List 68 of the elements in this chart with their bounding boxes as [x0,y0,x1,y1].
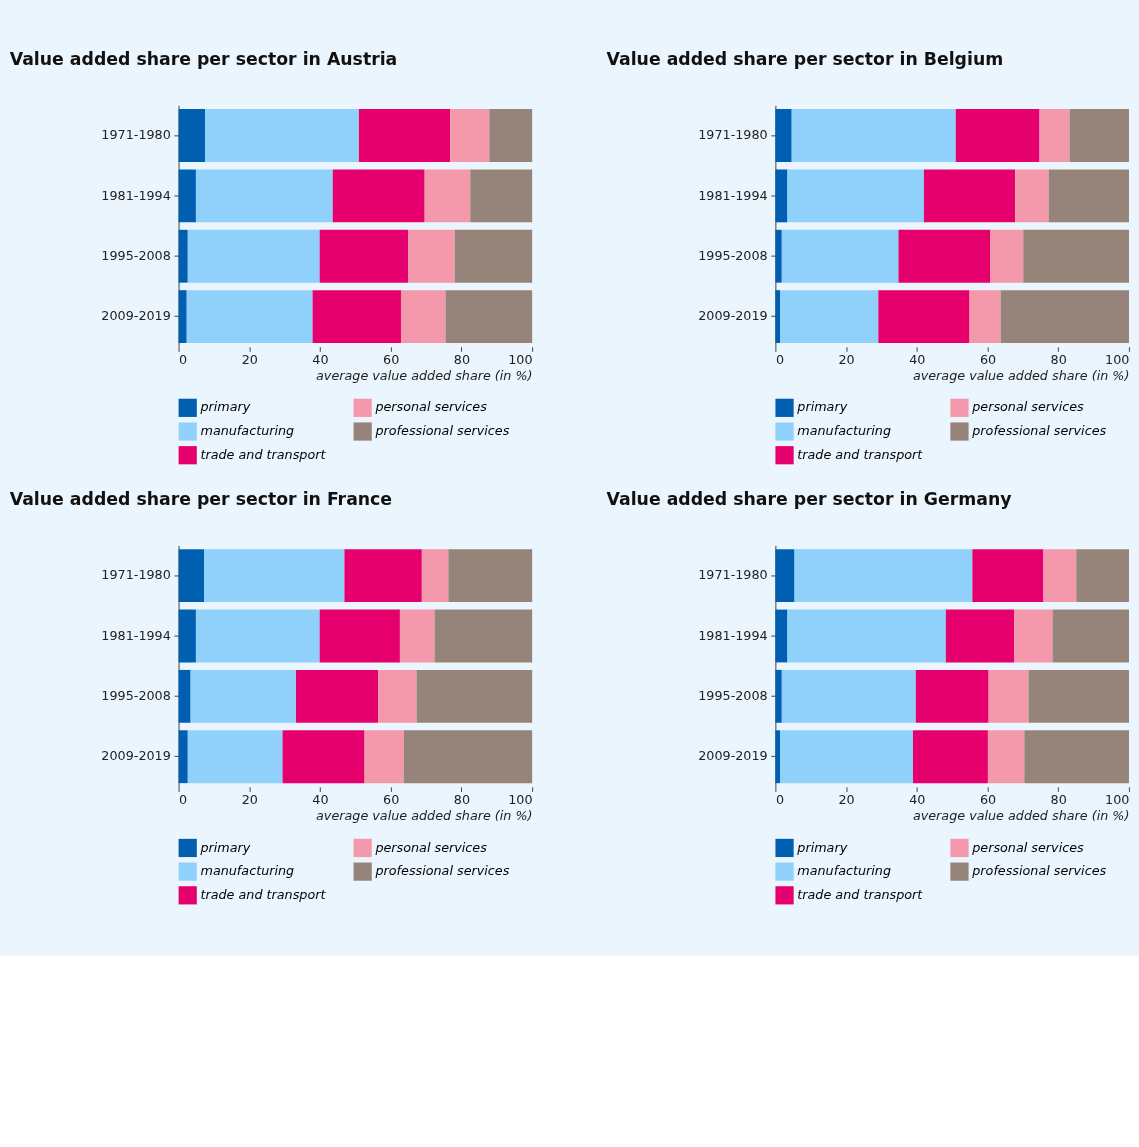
y-tick-label: 1981-1994 [698,187,768,203]
y-tick-label: 1981-1994 [101,187,171,203]
legend-label: personal services [971,399,1085,415]
x-axis-title: average value added share (in %) [912,808,1130,824]
legend-label: professional services [971,423,1107,439]
y-tick-label: 1971-1980 [101,567,171,583]
legend-label: primary [199,839,251,855]
legend-label: manufacturing [797,423,892,439]
chart-title: Value added share per sector in Belgium [606,49,1004,70]
y-tick-label: 1971-1980 [101,127,171,143]
y-tick-label: 2009-2019 [101,308,171,324]
x-tick-label: 100 [1105,791,1130,807]
legend-label: manufacturing [200,423,295,439]
x-tick-label: 60 [979,791,997,807]
x-tick-label: 20 [838,351,855,367]
x-tick-label: 0 [179,791,188,807]
y-tick-label: 2009-2019 [698,748,768,764]
x-tick-label: 100 [508,791,533,807]
x-tick-label: 40 [312,351,329,367]
x-tick-label: 0 [775,791,785,807]
x-tick-label: 40 [909,791,926,807]
chart-title: Value added share per sector in France [9,489,393,510]
x-tick-label: 80 [453,791,470,807]
x-axis-title: average value added share (in %) [316,808,533,824]
chart-title: Value added share per sector in Germany [606,489,1012,510]
legend-label: trade and transport [797,886,924,902]
x-tick-label: 0 [179,351,188,367]
y-tick-label: 1971-1980 [698,127,768,143]
x-tick-label: 80 [453,351,470,367]
y-tick-label: 1981-1994 [101,627,171,643]
x-tick-label: 40 [312,791,329,807]
legend-label: manufacturing [200,863,295,879]
legend-label: personal services [374,839,488,855]
legend-label: primary [199,399,251,415]
x-tick-label: 60 [383,791,400,807]
x-tick-label: 20 [241,791,258,807]
legend-label: primary [796,399,848,415]
x-axis-title: average value added share (in %) [316,368,533,384]
chart-title: Value added share per sector in Austria [9,49,398,70]
x-axis-title: average value added share (in %) [912,368,1130,384]
y-tick-label: 2009-2019 [698,308,768,324]
x-tick-label: 60 [383,351,400,367]
legend-label: trade and transport [200,886,327,902]
y-tick-label: 1971-1980 [698,567,768,583]
y-tick-label: 2009-2019 [101,748,171,764]
legend-label: professional services [374,423,510,439]
x-tick-label: 100 [1105,351,1130,367]
x-tick-label: 80 [1050,791,1067,807]
x-tick-label: 0 [775,351,785,367]
legend-label: primary [796,839,848,855]
legend-label: professional services [374,863,510,879]
x-tick-label: 60 [979,351,997,367]
legend-label: trade and transport [797,446,924,462]
y-tick-label: 1995-2008 [101,687,171,703]
x-tick-label: 20 [241,351,258,367]
legend-label: personal services [971,839,1085,855]
legend-label: professional services [971,863,1107,879]
y-tick-label: 1981-1994 [698,627,768,643]
y-tick-label: 1995-2008 [698,247,768,263]
x-tick-label: 80 [1050,351,1067,367]
legend-label: trade and transport [200,446,327,462]
y-tick-label: 1995-2008 [101,247,171,263]
y-tick-label: 1995-2008 [698,687,768,703]
x-tick-label: 20 [838,791,855,807]
x-tick-label: 100 [508,351,533,367]
legend-label: manufacturing [797,863,892,879]
x-tick-label: 40 [909,351,926,367]
legend-label: personal services [374,399,488,415]
